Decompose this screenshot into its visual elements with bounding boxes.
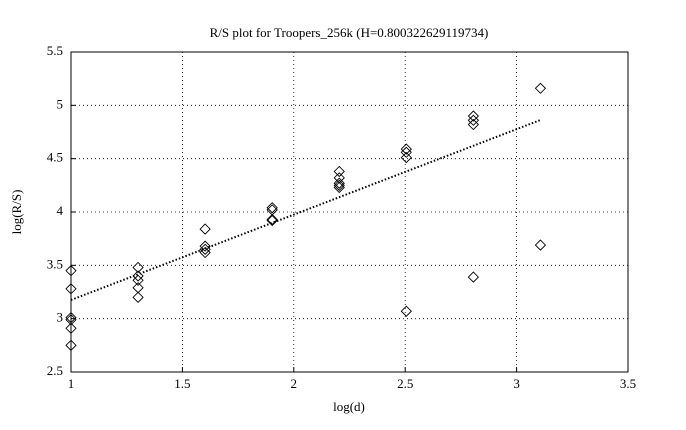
point	[65, 339, 77, 351]
y-axis-label: log(R/S)	[9, 190, 24, 235]
point	[333, 177, 345, 189]
point	[199, 223, 211, 235]
x-tick-label: 3.5	[620, 376, 636, 391]
chart-title: R/S plot for Troopers_256k (H=0.80032262…	[210, 25, 489, 40]
y-tick-label: 4.5	[47, 150, 63, 165]
x-tick-label: 3	[513, 376, 520, 391]
point	[534, 82, 547, 94]
point	[132, 274, 144, 286]
point	[266, 213, 278, 226]
y-tick-label: 4	[57, 203, 64, 218]
point	[467, 114, 480, 126]
point	[534, 239, 547, 251]
point	[333, 179, 345, 191]
point	[266, 214, 278, 227]
x-axis-label: log(d)	[333, 399, 365, 414]
y-tick-label: 3.5	[47, 256, 63, 271]
plot-frame	[70, 51, 629, 373]
point	[65, 314, 77, 326]
point	[65, 283, 77, 295]
point	[400, 305, 412, 317]
point	[400, 151, 412, 164]
point	[132, 291, 144, 303]
x-tick-label: 1.5	[174, 376, 190, 391]
point	[467, 118, 480, 131]
point	[400, 146, 412, 158]
x-tick-label: 1	[68, 376, 75, 391]
point	[199, 246, 211, 259]
x-tick-label: 2.5	[397, 376, 413, 391]
y-tick-label: 2.5	[47, 363, 63, 378]
point	[132, 261, 144, 274]
point	[467, 110, 480, 122]
point	[132, 270, 144, 282]
point	[400, 143, 412, 155]
point	[65, 322, 77, 334]
x-tick-label: 2	[291, 376, 298, 391]
point	[65, 311, 77, 324]
point	[65, 265, 77, 277]
point	[333, 165, 345, 178]
point	[266, 202, 278, 214]
point	[333, 181, 345, 194]
point	[199, 240, 211, 252]
y-tick-label: 5.5	[47, 43, 63, 58]
y-tick-label: 3	[57, 310, 64, 325]
y-tick-label: 5	[57, 96, 64, 111]
point	[467, 271, 480, 283]
